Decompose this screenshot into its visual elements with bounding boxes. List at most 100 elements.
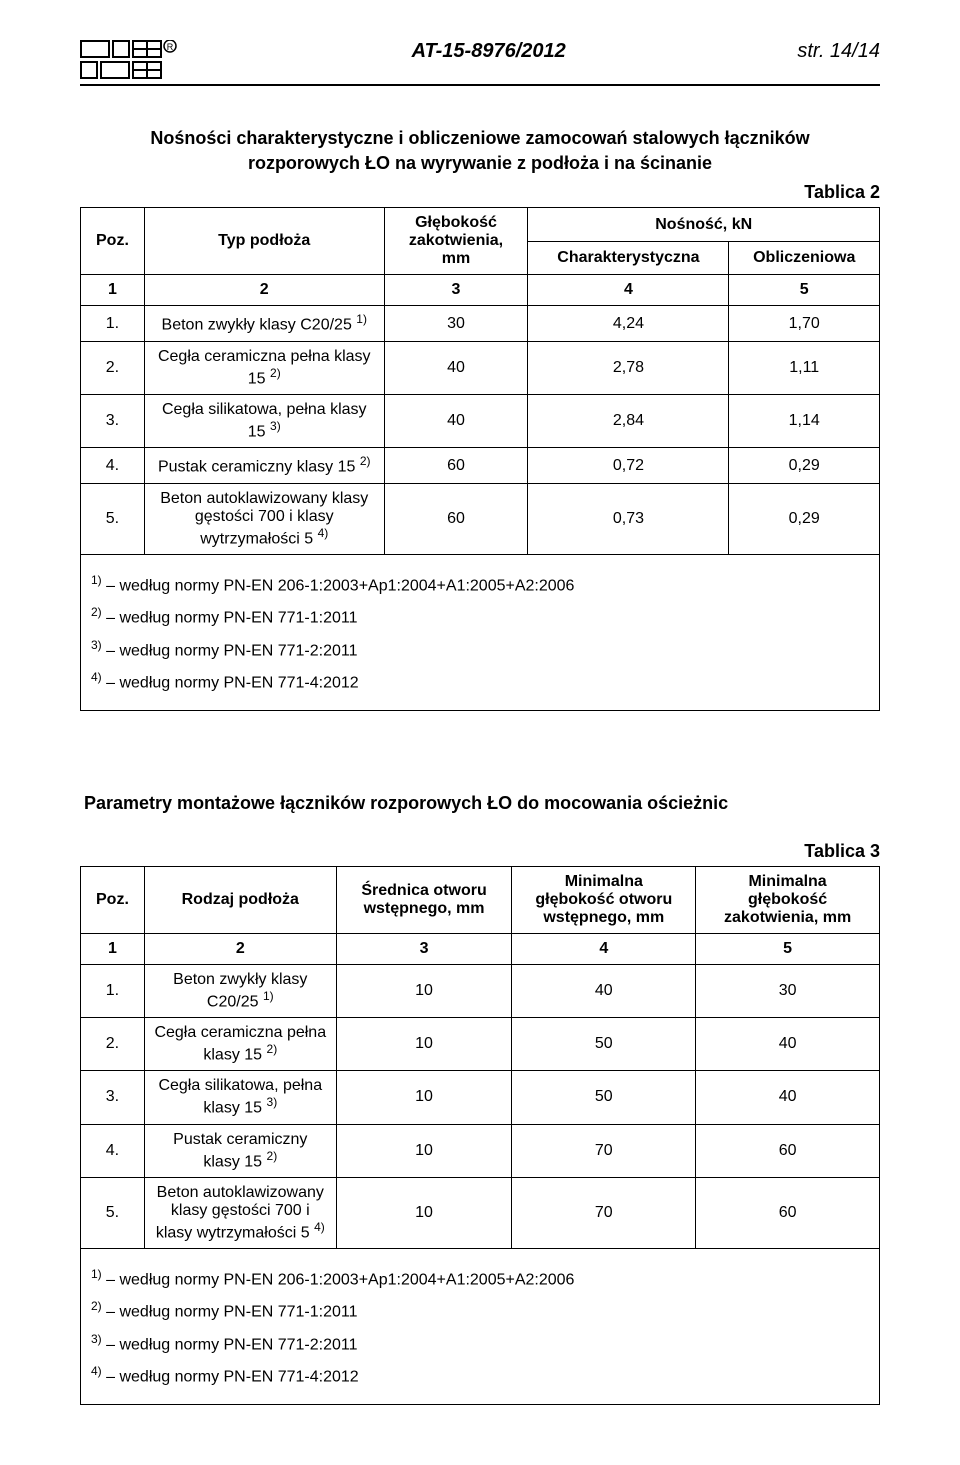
table-row: 3.Cegła silikatowa, pełna klasy 15 3)402…	[81, 395, 880, 448]
cell-s: 10	[336, 1071, 512, 1124]
document-id: AT-15-8976/2012	[412, 40, 566, 63]
table-row: 4.Pustak ceramiczny klasy 15 2)600,720,2…	[81, 448, 880, 483]
table3-th-min-otw: Minimalna głębokość otworu wstępnego, mm	[512, 866, 696, 933]
table-row: 1.Beton zwykły klasy C20/25 1)304,241,70	[81, 306, 880, 341]
cell-o: 1,11	[729, 341, 880, 394]
cell-poz: 5.	[81, 1177, 145, 1248]
cell-g: 30	[384, 306, 528, 341]
cell-poz: 1.	[81, 964, 145, 1017]
svg-text:R: R	[167, 42, 174, 52]
cell-o: 0,29	[729, 483, 880, 554]
footnote: 1) – według normy PN-EN 206-1:2003+Ap1:2…	[91, 1267, 869, 1289]
cell-g: 60	[384, 483, 528, 554]
cell-typ: Cegła silikatowa, pełna klasy 15 3)	[144, 1071, 336, 1124]
cell-typ: Cegła silikatowa, pełna klasy 15 3)	[144, 395, 384, 448]
cell-mz: 30	[696, 964, 880, 1017]
cell-c: 0,72	[528, 448, 729, 483]
table3-th-rodzaj: Rodzaj podłoża	[144, 866, 336, 933]
table-row: 5.Beton autoklawizowany klasy gęstości 7…	[81, 1177, 880, 1248]
cell-g: 40	[384, 341, 528, 394]
table-row: 2.Cegła ceramiczna pełna klasy 15 2)402,…	[81, 341, 880, 394]
table3: Poz. Rodzaj podłoża Średnica otworu wstę…	[80, 866, 880, 1406]
cell-s: 10	[336, 964, 512, 1017]
cell-c: 2,84	[528, 395, 729, 448]
table2: Poz. Typ podłoża Głębokość zakotwienia, …	[80, 207, 880, 711]
cell-poz: 2.	[81, 1017, 145, 1070]
cell-poz: 5.	[81, 483, 145, 554]
table-row: 4.Pustak ceramiczny klasy 15 2)107060	[81, 1124, 880, 1177]
table2-hdrnum-4: 4	[528, 275, 729, 306]
cell-mz: 60	[696, 1177, 880, 1248]
cell-s: 10	[336, 1177, 512, 1248]
table3-th-min-zak: Minimalna głębokość zakotwienia, mm	[696, 866, 880, 933]
cell-mz: 60	[696, 1124, 880, 1177]
cell-mo: 40	[512, 964, 696, 1017]
table2-hdrnum-3: 3	[384, 275, 528, 306]
table2-th-poz: Poz.	[81, 208, 145, 275]
cell-poz: 1.	[81, 306, 145, 341]
table2-th-typ: Typ podłoża	[144, 208, 384, 275]
footnote: 4) – według normy PN-EN 771-4:2012	[91, 1364, 869, 1386]
cell-g: 40	[384, 395, 528, 448]
table-row: 3.Cegła silikatowa, pełna klasy 15 3)105…	[81, 1071, 880, 1124]
cell-poz: 4.	[81, 448, 145, 483]
table3-hdrnum-5: 5	[696, 933, 880, 964]
cell-mo: 50	[512, 1071, 696, 1124]
table3-hdrnum-4: 4	[512, 933, 696, 964]
table3-th-srednica: Średnica otworu wstępnego, mm	[336, 866, 512, 933]
table3-notes: 1) – według normy PN-EN 206-1:2003+Ap1:2…	[81, 1249, 880, 1405]
cell-mo: 70	[512, 1177, 696, 1248]
cell-poz: 3.	[81, 395, 145, 448]
table-row: 5.Beton autoklawizowany klasy gęstości 7…	[81, 483, 880, 554]
table-row: 1.Beton zwykły klasy C20/25 1)104030	[81, 964, 880, 1017]
cell-typ: Pustak ceramiczny klasy 15 2)	[144, 1124, 336, 1177]
table2-th-nosnosc: Nośność, kN	[528, 208, 880, 242]
cell-typ: Beton zwykły klasy C20/25 1)	[144, 306, 384, 341]
footnote: 3) – według normy PN-EN 771-2:2011	[91, 638, 869, 660]
cell-poz: 4.	[81, 1124, 145, 1177]
page-container: R AT-15-8976/2012 str. 14/14 Nośności ch…	[0, 0, 960, 1465]
footnote: 4) – według normy PN-EN 771-4:2012	[91, 670, 869, 692]
table3-hdrnum-3: 3	[336, 933, 512, 964]
table2-title: Nośności charakterystyczne i obliczeniow…	[80, 126, 880, 176]
page-number: str. 14/14	[797, 40, 880, 63]
table2-hdrnum-2: 2	[144, 275, 384, 306]
table3-hdrnum-1: 1	[81, 933, 145, 964]
page-header: R AT-15-8976/2012 str. 14/14	[80, 40, 880, 86]
cell-poz: 2.	[81, 341, 145, 394]
cell-typ: Beton autoklawizowany klasy gęstości 700…	[144, 1177, 336, 1248]
cell-typ: Beton autoklawizowany klasy gęstości 700…	[144, 483, 384, 554]
cell-o: 0,29	[729, 448, 880, 483]
table2-th-obl: Obliczeniowa	[729, 241, 880, 275]
table3-hdrnum-2: 2	[144, 933, 336, 964]
cell-c: 4,24	[528, 306, 729, 341]
cell-typ: Cegła ceramiczna pełna klasy 15 2)	[144, 341, 384, 394]
cell-o: 1,70	[729, 306, 880, 341]
cell-typ: Pustak ceramiczny klasy 15 2)	[144, 448, 384, 483]
cell-g: 60	[384, 448, 528, 483]
cell-c: 0,73	[528, 483, 729, 554]
table-row: 2.Cegła ceramiczna pełna klasy 15 2)1050…	[81, 1017, 880, 1070]
table2-title-line1: Nośności charakterystyczne i obliczeniow…	[150, 128, 809, 148]
footnote: 3) – według normy PN-EN 771-2:2011	[91, 1332, 869, 1354]
table2-hdrnum-5: 5	[729, 275, 880, 306]
cell-c: 2,78	[528, 341, 729, 394]
table2-title-line2: rozporowych ŁO na wyrywanie z podłoża i …	[248, 153, 712, 173]
cell-poz: 3.	[81, 1071, 145, 1124]
cell-mz: 40	[696, 1071, 880, 1124]
table3-title: Parametry montażowe łączników rozporowyc…	[84, 791, 880, 816]
table2-label: Tablica 2	[80, 182, 880, 203]
cell-s: 10	[336, 1017, 512, 1070]
cell-typ: Beton zwykły klasy C20/25 1)	[144, 964, 336, 1017]
cell-mo: 70	[512, 1124, 696, 1177]
table2-th-char: Charakterystyczna	[528, 241, 729, 275]
cell-mo: 50	[512, 1017, 696, 1070]
table3-th-poz: Poz.	[81, 866, 145, 933]
table2-notes: 1) – według normy PN-EN 206-1:2003+Ap1:2…	[81, 555, 880, 711]
table3-label: Tablica 3	[80, 841, 880, 862]
logo: R	[80, 40, 180, 82]
cell-typ: Cegła ceramiczna pełna klasy 15 2)	[144, 1017, 336, 1070]
cell-mz: 40	[696, 1017, 880, 1070]
cell-o: 1,14	[729, 395, 880, 448]
footnote: 2) – według normy PN-EN 771-1:2011	[91, 1299, 869, 1321]
